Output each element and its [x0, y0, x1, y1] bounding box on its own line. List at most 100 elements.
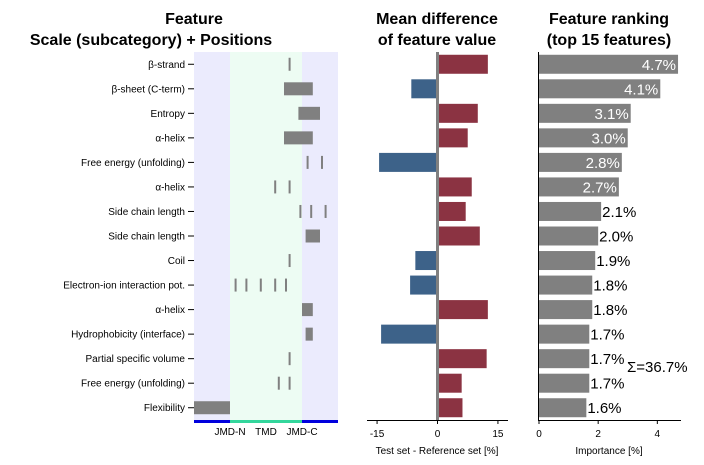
position-mark [194, 401, 230, 415]
position-mark [305, 229, 320, 243]
position-mark [234, 278, 237, 292]
difference-bar [410, 275, 438, 295]
sum-label: Σ=36.7% [627, 359, 688, 376]
difference-bar [437, 398, 463, 418]
mean-difference-panel: -15 0 15 [367, 52, 508, 440]
feature-ranking-panel: 4.7% 4.1% 3.1% 3.0% 2.8% 2.7% 2.1% 2.0% 1.9% 1.8%… [536, 52, 688, 440]
tmd-region [230, 52, 302, 420]
importance-label: 2.8% [586, 155, 620, 172]
x-tick-label: 0 [435, 429, 441, 440]
panel1-title-line2: Scale (subcategory) + Positions [30, 32, 272, 49]
feature-label: Free energy (unfolding) [81, 158, 185, 169]
importance-label: 4.1% [624, 81, 658, 98]
feature-label: Electron-ion interaction pot. [63, 281, 185, 292]
importance-bar [539, 79, 661, 99]
difference-bar [437, 349, 487, 369]
x-tick-label: 0 [536, 429, 542, 440]
importance-bar [539, 177, 619, 197]
difference-bar [437, 177, 472, 197]
importance-label: 1.9% [596, 253, 630, 270]
position-mark [299, 204, 302, 218]
difference-bar [381, 324, 438, 344]
panel3-title-line2: (top 15 features) [547, 32, 671, 49]
importance-bar [539, 226, 599, 246]
feature-label: β-sheet (C-term) [111, 84, 185, 95]
feature-label: β-strand [148, 60, 185, 71]
difference-bar [437, 300, 488, 320]
importance-bar [539, 54, 679, 74]
importance-bar [539, 349, 590, 369]
position-mark [284, 82, 313, 96]
importance-label: 2.7% [583, 179, 617, 196]
position-mark [288, 376, 291, 390]
importance-label: 4.7% [642, 57, 676, 74]
feature-label: Side chain length [108, 207, 185, 218]
feature-label: α-helix [155, 182, 185, 193]
jmd-c-bar [302, 420, 338, 423]
importance-label: 1.8% [593, 278, 627, 295]
position-mark [310, 204, 313, 218]
difference-bar [437, 226, 480, 246]
feature-label: Coil [168, 256, 185, 267]
feature-label: Free energy (unfolding) [81, 379, 185, 390]
importance-label: 2.1% [602, 204, 636, 221]
position-mark [285, 278, 287, 292]
difference-bar [411, 79, 438, 99]
importance-label: 1.8% [593, 302, 627, 319]
feature-label: Flexibility [144, 403, 185, 414]
feature-label: Entropy [151, 109, 185, 120]
importance-label: 3.0% [592, 130, 626, 147]
position-mark [284, 131, 313, 145]
position-mark [288, 352, 291, 366]
importance-label: 1.6% [587, 400, 621, 417]
difference-bar [379, 152, 438, 172]
importance-bar [539, 152, 622, 172]
region-label: JMD-N [214, 427, 245, 438]
position-mark [259, 278, 262, 292]
position-mark [274, 278, 277, 292]
position-mark [245, 278, 248, 292]
difference-bar [437, 103, 478, 123]
difference-bar [437, 201, 466, 221]
importance-bar [539, 128, 628, 148]
importance-label: 3.1% [595, 106, 629, 123]
feature-label: α-helix [155, 305, 185, 316]
importance-label: 2.0% [599, 229, 633, 246]
panel2-xlabel: Test set - Reference set [%] [376, 446, 499, 457]
difference-bar [437, 54, 488, 74]
difference-bar [437, 128, 468, 148]
panel2-title-line2: of feature value [378, 32, 496, 49]
importance-label: 1.7% [590, 327, 624, 344]
feature-label: Partial specific volume [86, 354, 186, 365]
feature-position-panel: β-strand β-sheet (C-term) Entropy α-helix Fr… [63, 52, 338, 438]
position-mark [288, 254, 291, 268]
panel2-title-line1: Mean difference [376, 11, 498, 28]
panel1-title-line1: Feature [165, 11, 223, 28]
panel3-title-line1: Feature ranking [549, 11, 669, 28]
difference-bar [437, 373, 462, 393]
feature-label: Hydrophobicity (interface) [71, 330, 185, 341]
importance-bar [539, 251, 596, 271]
position-mark [274, 180, 277, 194]
position-mark [277, 376, 280, 390]
importance-bar [539, 275, 593, 295]
jmd-n-region [194, 52, 230, 420]
importance-bar [539, 201, 602, 221]
region-label: JMD-C [286, 427, 317, 438]
difference-bar [415, 251, 438, 271]
region-label: TMD [255, 427, 277, 438]
jmd-n-bar [194, 420, 230, 423]
importance-bar [539, 373, 590, 393]
x-tick-label: 2 [595, 429, 601, 440]
position-mark [305, 327, 313, 341]
x-tick-label: 4 [655, 429, 661, 440]
importance-label: 1.7% [590, 351, 624, 368]
feature-label: α-helix [155, 133, 185, 144]
importance-label: 1.7% [590, 376, 624, 393]
position-mark [324, 204, 327, 218]
feature-label: Side chain length [108, 232, 185, 243]
importance-bar [539, 300, 593, 320]
importance-bar [539, 103, 631, 123]
importance-bar [539, 398, 587, 418]
